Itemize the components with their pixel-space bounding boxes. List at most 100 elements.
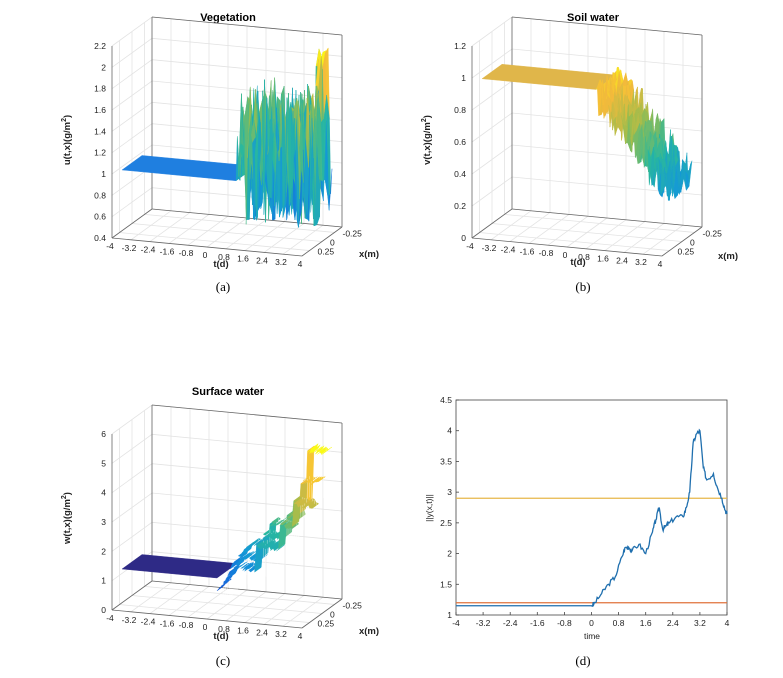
flat-region	[121, 155, 257, 181]
t-gridline	[168, 22, 210, 244]
x-tick-label: 2.4	[667, 618, 679, 628]
surface-patch	[253, 538, 263, 547]
t-axis-line	[111, 237, 303, 257]
surface-patch	[309, 443, 319, 455]
t-axis-line	[111, 609, 303, 629]
t-tick-label: 0	[563, 250, 568, 260]
t-gridline	[566, 26, 608, 248]
floor-edge	[111, 208, 153, 239]
x-tick-label: 0.25	[678, 247, 695, 257]
panel-d-plot-area	[455, 399, 728, 616]
x-tick-label: 3.2	[694, 618, 706, 628]
t-tick-label: 0.8	[578, 252, 590, 262]
z-tick-label: 0	[101, 605, 106, 615]
z-tick-label: 1.6	[94, 105, 106, 115]
x-tick-label: 0.8	[613, 618, 625, 628]
z-tick-label: 0	[461, 233, 466, 243]
back-floor-edge	[151, 580, 343, 600]
z-tick-label: 1.8	[94, 84, 106, 94]
y-tick-label: 4	[447, 426, 452, 436]
t-gridline	[661, 35, 703, 257]
t-tick-label: 0.8	[218, 252, 230, 262]
x-axis-line	[301, 226, 343, 257]
z-tick-label: 0.6	[94, 212, 106, 222]
x-tick-label: 0.25	[318, 619, 335, 629]
panel-d-ticks: -4 -3.2 -2.4 -1.6 -0.8 0 0.8 1.6 2.4 3.2 4 1 1.5 2 2.5…	[440, 395, 729, 628]
panel-c-caption: (c)	[216, 653, 230, 668]
t-tick-label: 4	[298, 631, 303, 641]
t-tick-label: -2.4	[141, 617, 156, 627]
panel-d-caption: (d)	[575, 653, 590, 668]
t-tick-label: 3.2	[275, 629, 287, 639]
panel-b-surface	[481, 64, 693, 201]
panel-b-caption: (b)	[575, 279, 590, 294]
x-tick-label: 1.6	[640, 618, 652, 628]
x-tick-label: -4	[452, 618, 460, 628]
z-tick-label: 2.2	[94, 41, 106, 51]
z-tick-label: 1	[461, 73, 466, 83]
x-tick-label: -0.25	[343, 600, 363, 610]
t-tick-label: 1.6	[597, 254, 609, 264]
z-tick-label: 0.6	[454, 137, 466, 147]
panel-c-z-ticks: 0 1 2 3 4 5 6	[101, 429, 106, 615]
t-tick-label: -0.8	[179, 248, 194, 258]
panel-a-z-ticks: 0.4 0.6 0.8 1 1.2 1.4 1.6 1.8 2 2.2	[94, 41, 106, 243]
t-gridline	[187, 24, 229, 246]
t-gridline	[490, 18, 532, 241]
y-tick-label: 4.5	[440, 395, 452, 405]
t-tick-label: 2.4	[616, 255, 628, 265]
norm-series-line	[456, 428, 728, 607]
z-tick-label: 4	[101, 488, 106, 498]
t-tick-label: -2.4	[501, 245, 516, 255]
panel-a-surface	[121, 47, 333, 228]
t-tick-label: 0	[203, 250, 208, 260]
surface-patch	[282, 518, 292, 526]
panel-b-axes	[471, 16, 703, 257]
surface-patch	[670, 178, 676, 199]
z-tick-label: 2	[101, 546, 106, 556]
z-tick-label: 5	[101, 458, 106, 468]
x-tick-label: -0.25	[343, 228, 363, 238]
z-tick-label: 0.8	[94, 190, 106, 200]
t-gridline	[509, 20, 551, 242]
t-tick-label: -4	[466, 241, 474, 251]
t-gridline	[528, 22, 570, 244]
x-tick-label: 0.25	[318, 247, 335, 257]
panel-a-t-label: t(d)	[213, 259, 228, 270]
panel-vegetation: Vegetation 0.4 0.6 0.8 1 1.2 1.4 1.6 1.8 2 2.2 -4…	[61, 12, 379, 294]
surface-patch	[276, 544, 286, 552]
y-tick-label: 1.5	[440, 579, 452, 589]
t-tick-label: 3.2	[635, 257, 647, 267]
panel-c-surface	[121, 443, 333, 607]
x-axis-line	[301, 598, 343, 629]
z-tick-label: 0.4	[454, 169, 466, 179]
z-tick-label: 0.2	[454, 201, 466, 211]
surface-patch	[305, 445, 315, 505]
panel-soil-water: Soil water 00.20.40.60.811.2 -4 -3.2 -2.4-…	[421, 12, 738, 294]
panel-c-t-label: t(d)	[213, 631, 228, 642]
t-tick-label: 2.4	[256, 255, 268, 265]
panel-c-title: Surface water	[192, 386, 265, 398]
panel-a-axes	[111, 16, 343, 257]
x-tick-label: -0.25	[703, 228, 723, 238]
t-tick-label: 4	[658, 259, 663, 269]
z-tick-label: 3	[101, 517, 106, 527]
panel-a-t-ticks: -4 -3.2 -2.4 -1.6 -0.8 0 0.8 1.6 2.4 3.2 4	[106, 241, 302, 269]
x-tick-label: 4	[725, 618, 730, 628]
panel-a-z-label: u(t,x)(g/m2)	[61, 115, 73, 165]
t-tick-label: -3.2	[122, 243, 137, 253]
panel-c-x-ticks: 0.250 -0.25	[318, 600, 363, 628]
z-gridline	[111, 37, 343, 68]
t-tick-label: 1.6	[237, 626, 249, 636]
panel-norm: -4 -3.2 -2.4 -1.6 -0.8 0 0.8 1.6 2.4 3.2 4 1 1.5 2 2.5…	[424, 395, 730, 668]
t-tick-label: -1.6	[160, 618, 175, 628]
x-tick-label: -0.8	[557, 618, 572, 628]
t-tick-label: -4	[106, 241, 114, 251]
t-gridline	[149, 20, 191, 242]
flat-region	[481, 64, 617, 90]
x-tick-label: -1.6	[530, 618, 545, 628]
y-tick-label: 1	[447, 610, 452, 620]
t-tick-label: 4	[298, 259, 303, 269]
t-tick-label: -3.2	[482, 243, 497, 253]
